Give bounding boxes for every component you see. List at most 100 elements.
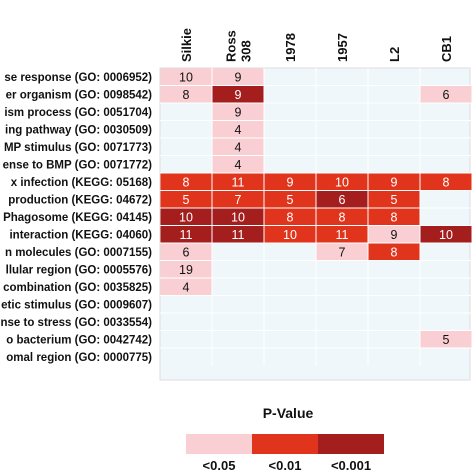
cell-value-label: 6 [339, 193, 346, 207]
row-label: er organism (GO: 0098542) [6, 89, 153, 101]
cell-value-label: 10 [439, 228, 453, 242]
row-label: combination (GO: 0035825) [3, 282, 152, 294]
row-label: se response (GO: 0006952) [4, 72, 152, 84]
cell-value-label: 7 [339, 245, 346, 259]
heatmap-cell [160, 173, 212, 190]
heatmap-cell [316, 243, 368, 260]
cell-value-label: 10 [335, 175, 349, 189]
heatmap-cell [264, 173, 316, 190]
heatmap-cell [160, 278, 212, 295]
heatmap-cell [368, 226, 420, 243]
row-label: omal region (GO: 0000775) [6, 352, 152, 364]
heatmap-cell [264, 208, 316, 225]
legend-swatch [318, 434, 384, 454]
row-label: MP stimulus (GO: 0071773) [4, 142, 152, 154]
heatmap-cell [368, 191, 420, 208]
heatmap-cell [316, 226, 368, 243]
cell-value-label: 11 [180, 228, 193, 242]
heatmap-cell [368, 243, 420, 260]
heatmap-cell [160, 226, 212, 243]
legend-label: <0.001 [331, 458, 371, 473]
heatmap-cell [160, 208, 212, 225]
row-label: o bacterium (GO: 0042742) [6, 334, 152, 346]
column-label: 1978 [283, 33, 298, 62]
heatmap-cell [212, 156, 264, 173]
cell-value-label: 4 [235, 123, 242, 137]
cell-value-label: 11 [232, 175, 245, 189]
cell-value-label: 10 [179, 70, 193, 84]
cell-value-label: 11 [232, 228, 245, 242]
row-label: etic stimulus (GO: 0009607) [1, 299, 152, 311]
heatmap-cell [420, 331, 472, 348]
cell-value-label: 19 [179, 263, 193, 277]
column-labels: Silkie Ross 308 1978 1957 L2 CB1 [179, 28, 454, 62]
row-label: Phagosome (KEGG: 04145) [3, 212, 152, 224]
heatmap-cell [420, 86, 472, 103]
plot-grid [160, 68, 472, 366]
heatmap-cell [212, 68, 264, 85]
heatmap-cell [420, 173, 472, 190]
heatmap-cell [160, 261, 212, 278]
cell-value-label: 9 [391, 228, 398, 242]
cell-value-label: 4 [235, 158, 242, 172]
cell-value-label: 5 [391, 193, 398, 207]
heatmap-cell [264, 226, 316, 243]
cell-value-label: 10 [283, 228, 297, 242]
cell-value-label: 5 [443, 333, 450, 347]
heatmap-cell [368, 208, 420, 225]
cell-value-label: 11 [336, 228, 349, 242]
cell-value-label: 5 [183, 193, 190, 207]
heatmap-cell [420, 226, 472, 243]
row-label: ing pathway (GO: 0030509) [5, 124, 152, 136]
heatmap-cell [160, 191, 212, 208]
cell-value-label: 6 [183, 245, 190, 259]
row-labels: se response (GO: 0006952) er organism (GO… [1, 72, 153, 364]
heatmap-cell [212, 121, 264, 138]
row-label: interaction (KEGG: 04060) [9, 229, 152, 241]
cell-value-label: 10 [179, 210, 193, 224]
cell-value-label: 8 [391, 210, 398, 224]
heatmap-cell [212, 103, 264, 120]
row-label: nse to stress (GO: 0033554) [1, 317, 153, 329]
column-label: 1957 [335, 33, 350, 62]
legend-swatch [186, 434, 252, 454]
cell-value-label: 9 [235, 70, 242, 84]
heatmap-cell [316, 173, 368, 190]
heatmap-cell [368, 173, 420, 190]
heatmap-cell [212, 173, 264, 190]
heatmap-cell [212, 226, 264, 243]
legend-label: <0.05 [203, 458, 236, 473]
row-label: ense to BMP (GO: 0071772) [3, 159, 153, 171]
cell-value-label: 5 [287, 193, 294, 207]
row-label: x infection (KEGG: 05168) [11, 177, 152, 189]
cell-value-label: 8 [183, 175, 190, 189]
heatmap-cell [212, 86, 264, 103]
heatmap-cell [160, 86, 212, 103]
heatmap-cell [316, 208, 368, 225]
cell-value-label: 8 [183, 88, 190, 102]
cell-value-label: 8 [443, 175, 450, 189]
cell-value-label: 8 [391, 245, 398, 259]
heatmap-cell [212, 138, 264, 155]
heatmap-cell [316, 191, 368, 208]
row-label: production (KEGG: 04672) [8, 194, 152, 206]
legend-title: P-Value [263, 405, 314, 421]
heatmap-cell [212, 208, 264, 225]
cell-value-label: 9 [391, 175, 398, 189]
cell-value-label: 8 [339, 210, 346, 224]
cell-value-label: 7 [235, 193, 242, 207]
heatmap-cell [212, 191, 264, 208]
column-label: L2 [387, 47, 402, 62]
column-label: Silkie [179, 28, 194, 62]
heatmap-cell [160, 68, 212, 85]
cell-value-label: 9 [235, 88, 242, 102]
cell-value-label: 6 [443, 88, 450, 102]
cell-value-label: 8 [287, 210, 294, 224]
heatmap-cell [160, 243, 212, 260]
legend-swatch [252, 434, 318, 454]
heatmap-cells: 10 9 8 9 6 9 4 4 4 8 11 9 10 9 8 5 7 5 6 5 10 10 8 8 8 11 11 10 11 9 1… [160, 68, 472, 348]
legend: <0.05 <0.01 <0.001 [186, 434, 384, 473]
cell-value-label: 4 [183, 280, 190, 294]
cell-value-label: 4 [235, 140, 242, 154]
